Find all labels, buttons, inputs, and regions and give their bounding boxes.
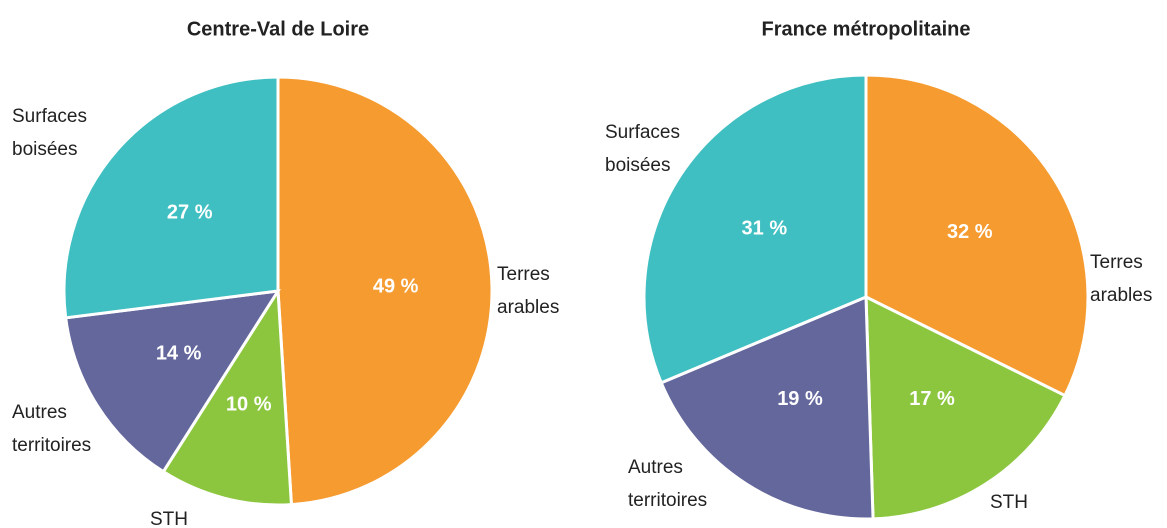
category-label: Surfaces boisées [12,106,87,160]
value-label: 14 % [156,342,202,364]
value-label: 19 % [777,388,823,410]
value-label: 27 % [167,201,213,223]
value-label: 10 % [226,393,272,415]
pie-slice [161,286,294,507]
category-label: Autres territoires [12,402,92,456]
value-label: 31 % [742,218,788,240]
category-label: STH [150,509,188,528]
pie-slice [864,294,1067,521]
pie-slice [659,294,875,521]
category-label: Surfaces boisées [605,122,680,176]
category-label: Autres territoires [628,457,708,511]
pie-slice [62,75,280,320]
category-label: STH [990,492,1028,513]
pie-slice [276,75,494,507]
value-label: 32 % [947,221,993,243]
chart-title: Centre-Val de Loire [187,18,369,40]
value-label: 49 % [373,276,419,298]
category-label: Terres arables [497,264,560,318]
pie-slice [864,73,1090,398]
value-label: 17 % [909,388,955,410]
pie-slice [64,289,281,474]
pie-slice [642,73,868,385]
category-label: Terres arables [1090,252,1153,306]
chart-title: France métropolitaine [762,18,971,40]
